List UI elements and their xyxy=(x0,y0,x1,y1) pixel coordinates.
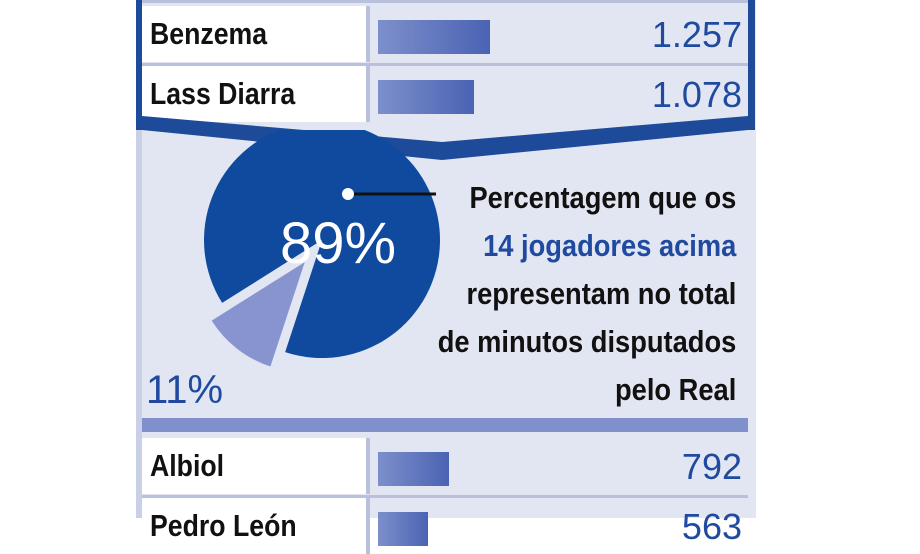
table-row-pedro-leon: Pedro León 563 xyxy=(142,498,748,554)
name-cell: Lass Diarra xyxy=(142,66,366,122)
caption-line: Percentagem que os xyxy=(469,180,736,215)
pie-slice-11 xyxy=(211,262,305,367)
row-divider xyxy=(142,0,748,3)
player-name: Pedro León xyxy=(150,508,297,543)
caption-line: de minutos disputados xyxy=(437,324,736,359)
bar-pedro-leon xyxy=(378,512,429,546)
name-cell: Albiol xyxy=(142,438,366,494)
pie-section: Percentagem que os 14 jogadores acima re… xyxy=(142,130,748,418)
player-name: Albiol xyxy=(150,448,225,483)
minutes-value: 1.257 xyxy=(651,14,742,55)
caption-line: representam no total xyxy=(466,276,736,311)
row-divider xyxy=(142,495,748,498)
name-cell: Benzema xyxy=(142,6,366,62)
left-strip xyxy=(136,0,142,518)
minutes-value: 563 xyxy=(681,506,742,547)
bar-benzema xyxy=(378,20,490,54)
pie-caption: Percentagem que os 14 jogadores acima re… xyxy=(437,174,736,414)
caption-line-highlight: 14 jogadores acima xyxy=(482,228,736,263)
minutes-value: 1.078 xyxy=(651,74,742,115)
table-row-benzema: Benzema 1.257 xyxy=(142,6,748,62)
pie-slice-89 xyxy=(204,130,440,358)
column-divider xyxy=(366,66,370,122)
name-cell: Pedro León xyxy=(142,498,366,554)
bar-lass-diarra xyxy=(378,80,475,114)
pie-chart xyxy=(204,130,440,367)
column-divider xyxy=(366,498,370,554)
pie-label-11: 11% xyxy=(146,368,224,412)
pie-label-89: 89% xyxy=(280,211,397,276)
player-name: Lass Diarra xyxy=(150,76,296,111)
minutes-value: 792 xyxy=(681,446,742,487)
caption-line: pelo Real xyxy=(614,372,736,407)
bar-albiol xyxy=(378,452,449,486)
player-name: Benzema xyxy=(150,16,268,51)
table-row-albiol: Albiol 792 xyxy=(142,438,748,494)
leader-dot xyxy=(342,188,354,200)
frame-right-border xyxy=(748,0,755,130)
table-row-lass-diarra: Lass Diarra 1.078 xyxy=(142,66,748,122)
row-divider xyxy=(142,63,748,66)
column-divider xyxy=(366,438,370,494)
column-divider xyxy=(366,6,370,62)
section-band xyxy=(142,418,748,432)
frame-left-border xyxy=(136,0,142,130)
